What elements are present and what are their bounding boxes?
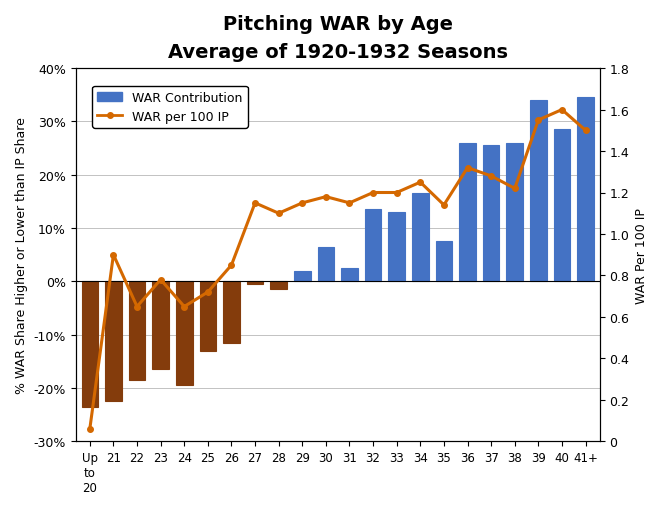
Bar — [436, 242, 452, 282]
Bar — [389, 213, 405, 282]
Bar — [507, 144, 523, 282]
Bar — [105, 282, 122, 402]
Bar — [82, 282, 98, 407]
Bar — [200, 282, 216, 351]
Bar — [365, 210, 381, 282]
Legend: WAR Contribution, WAR per 100 IP: WAR Contribution, WAR per 100 IP — [92, 87, 248, 129]
Bar — [176, 282, 192, 385]
Bar — [294, 271, 310, 282]
Bar — [483, 146, 499, 282]
Bar — [152, 282, 169, 370]
Bar — [530, 101, 546, 282]
Bar — [129, 282, 145, 380]
Bar — [247, 282, 263, 285]
Y-axis label: WAR Per 100 IP: WAR Per 100 IP — [635, 207, 648, 303]
Bar — [554, 130, 570, 282]
Bar — [459, 144, 476, 282]
Title: Pitching WAR by Age
Average of 1920-1932 Seasons: Pitching WAR by Age Average of 1920-1932… — [168, 15, 508, 62]
Bar — [271, 282, 287, 290]
Bar — [341, 268, 358, 282]
Bar — [412, 194, 428, 282]
Bar — [223, 282, 240, 343]
Bar — [318, 247, 334, 282]
Y-axis label: % WAR Share Higher or Lower than IP Share: % WAR Share Higher or Lower than IP Shar… — [15, 117, 28, 393]
Bar — [577, 98, 594, 282]
